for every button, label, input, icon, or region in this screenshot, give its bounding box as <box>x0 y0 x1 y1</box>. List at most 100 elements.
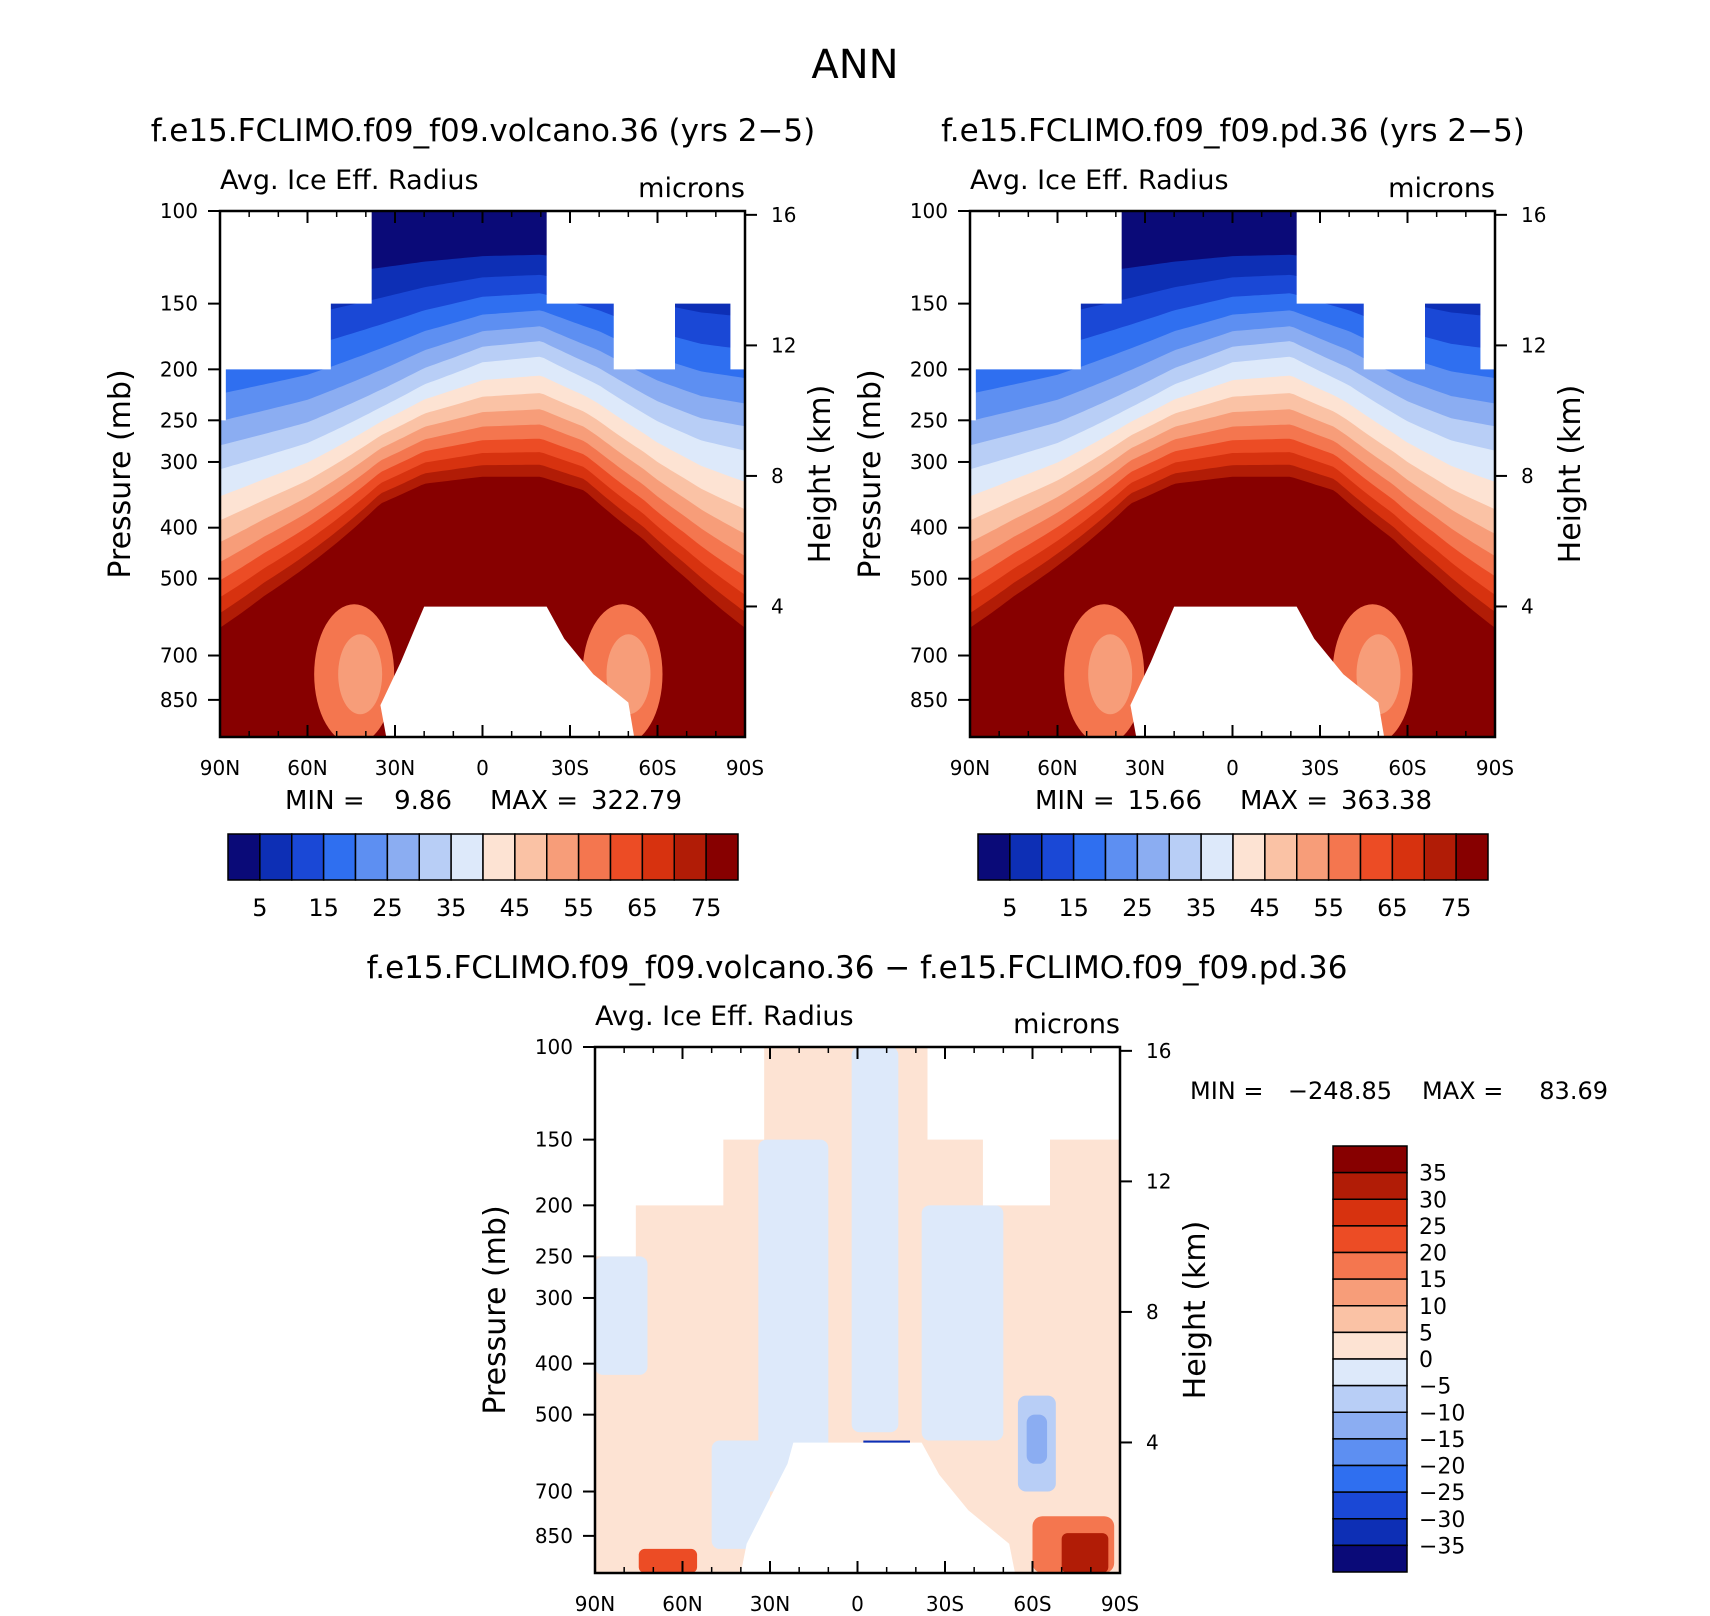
colorbar-box <box>1104 833 1139 881</box>
colorbar-label: 35 <box>436 894 467 922</box>
max-label: MAX = <box>1240 786 1328 816</box>
colorbar-box <box>1327 833 1362 881</box>
colorbar-box <box>1332 1544 1408 1573</box>
y-tick-label: 700 <box>535 1480 573 1504</box>
x-tick-label: 60N <box>1037 756 1077 780</box>
colorbar-box <box>1136 833 1170 881</box>
colorbar-box <box>577 833 612 881</box>
y-tick-label: 250 <box>535 1244 573 1268</box>
y-right-tick-label: 8 <box>1146 1300 1159 1324</box>
missing-mask <box>927 1047 1120 1206</box>
colorbar-box <box>1009 833 1043 881</box>
y-tick-label: 400 <box>910 516 948 540</box>
min-label: MIN = <box>285 786 365 816</box>
y-tick-label: 300 <box>535 1286 573 1310</box>
colorbar-label: 75 <box>691 894 722 922</box>
y-tick-label: 700 <box>910 644 948 668</box>
x-tick-label: 30S <box>926 1592 964 1616</box>
colorbar-label: 35 <box>1186 894 1217 922</box>
variable-label: Avg. Ice Eff. Radius <box>970 165 1229 196</box>
colorbar-box <box>322 833 357 881</box>
max-value: 363.38 <box>1341 786 1432 816</box>
min-label: MIN = <box>1035 786 1115 816</box>
contour-patch <box>921 1205 1004 1441</box>
x-tick-label: 60S <box>1013 1592 1051 1616</box>
colorbar-box <box>673 833 707 881</box>
contour-field <box>970 211 1495 737</box>
colorbar-box <box>1423 833 1457 881</box>
y-tick-label: 400 <box>160 516 198 540</box>
colorbar-label: 20 <box>1419 1242 1447 1267</box>
colorbar-label: −35 <box>1419 1534 1465 1559</box>
missing-mask <box>595 1047 765 1257</box>
colorbar-label: 5 <box>252 894 267 922</box>
colorbar-box <box>1200 833 1234 881</box>
panel-title: f.e15.FCLIMO.f09_f09.volcano.36 (yrs 2−5… <box>151 113 816 149</box>
y-tick-label: 700 <box>160 644 198 668</box>
colorbar-box <box>1264 833 1298 881</box>
colorbar-box <box>1232 833 1266 881</box>
x-tick-label: 30S <box>551 756 589 780</box>
chart-p3: f.e15.FCLIMO.f09_f09.volcano.36 − f.e15.… <box>367 950 1608 1616</box>
y-axis-label: Pressure (mb) <box>103 369 138 578</box>
y-right-tick-label: 4 <box>1521 594 1534 618</box>
x-tick-label: 90N <box>200 756 240 780</box>
y-tick-label: 850 <box>535 1524 573 1548</box>
y-tick-label: 850 <box>160 688 198 712</box>
colorbar-box <box>1332 1438 1408 1467</box>
colorbar-box <box>1332 1384 1408 1413</box>
colorbar-label: 25 <box>1122 894 1153 922</box>
colorbar-box <box>977 833 1011 881</box>
y-right-tick-label: 8 <box>1521 464 1534 488</box>
y-right-axis-label: Height (km) <box>803 385 838 564</box>
y-right-axis-label: Height (km) <box>1553 385 1588 564</box>
y-tick-label: 400 <box>535 1352 573 1376</box>
contour-patch <box>1026 1414 1048 1464</box>
units-label: microns <box>1388 173 1495 204</box>
missing-mask <box>970 211 1122 421</box>
colorbar-box <box>291 833 325 881</box>
x-tick-label: 30N <box>375 756 415 780</box>
y-right-tick-label: 4 <box>1146 1430 1159 1454</box>
y-tick-label: 500 <box>535 1403 573 1427</box>
y-axis-label: Pressure (mb) <box>478 1205 513 1414</box>
colorbar-box <box>1359 833 1394 881</box>
y-tick-label: 300 <box>910 450 948 474</box>
colorbar-box <box>1332 1305 1408 1334</box>
colorbar-box <box>609 833 644 881</box>
colorbar-box <box>482 833 516 881</box>
y-right-tick-label: 12 <box>1146 1169 1171 1193</box>
colorbar-box <box>1332 1491 1408 1520</box>
colorbar-label: −5 <box>1419 1375 1451 1400</box>
panel-title: f.e15.FCLIMO.f09_f09.volcano.36 − f.e15.… <box>367 950 1348 986</box>
y-tick-label: 300 <box>160 450 198 474</box>
colorbar-box <box>1332 1225 1408 1254</box>
x-tick-label: 30S <box>1301 756 1339 780</box>
x-tick-label: 60S <box>1388 756 1426 780</box>
colorbar-label: 0 <box>1419 1348 1433 1373</box>
y-right-tick-label: 4 <box>771 594 784 618</box>
contour-patch <box>851 1047 899 1433</box>
contour-lobe <box>1088 634 1133 715</box>
colorbar-box <box>1332 1331 1408 1360</box>
x-tick-label: 90S <box>726 756 764 780</box>
colorbar-label: 35 <box>1419 1162 1447 1187</box>
colorbar-label: −25 <box>1419 1481 1465 1506</box>
colorbar-label: 30 <box>1419 1188 1447 1213</box>
x-tick-label: 90S <box>1101 1592 1139 1616</box>
colorbar-box <box>1332 1411 1408 1440</box>
y-tick-label: 850 <box>910 688 948 712</box>
y-tick-label: 200 <box>160 357 198 381</box>
y-right-tick-label: 8 <box>771 464 784 488</box>
colorbar-label: 15 <box>1419 1268 1447 1293</box>
chart-p1: f.e15.FCLIMO.f09_f09.volcano.36 (yrs 2−5… <box>103 113 838 922</box>
colorbar-label: 55 <box>1313 894 1344 922</box>
colorbar-box <box>1455 833 1489 881</box>
colorbar-label: 5 <box>1419 1321 1433 1346</box>
units-label: microns <box>1013 1009 1120 1040</box>
x-tick-label: 60N <box>662 1592 702 1616</box>
colorbar-box <box>1391 833 1425 881</box>
colorbar-box <box>705 833 739 881</box>
min-value: −248.85 <box>1288 1077 1392 1105</box>
